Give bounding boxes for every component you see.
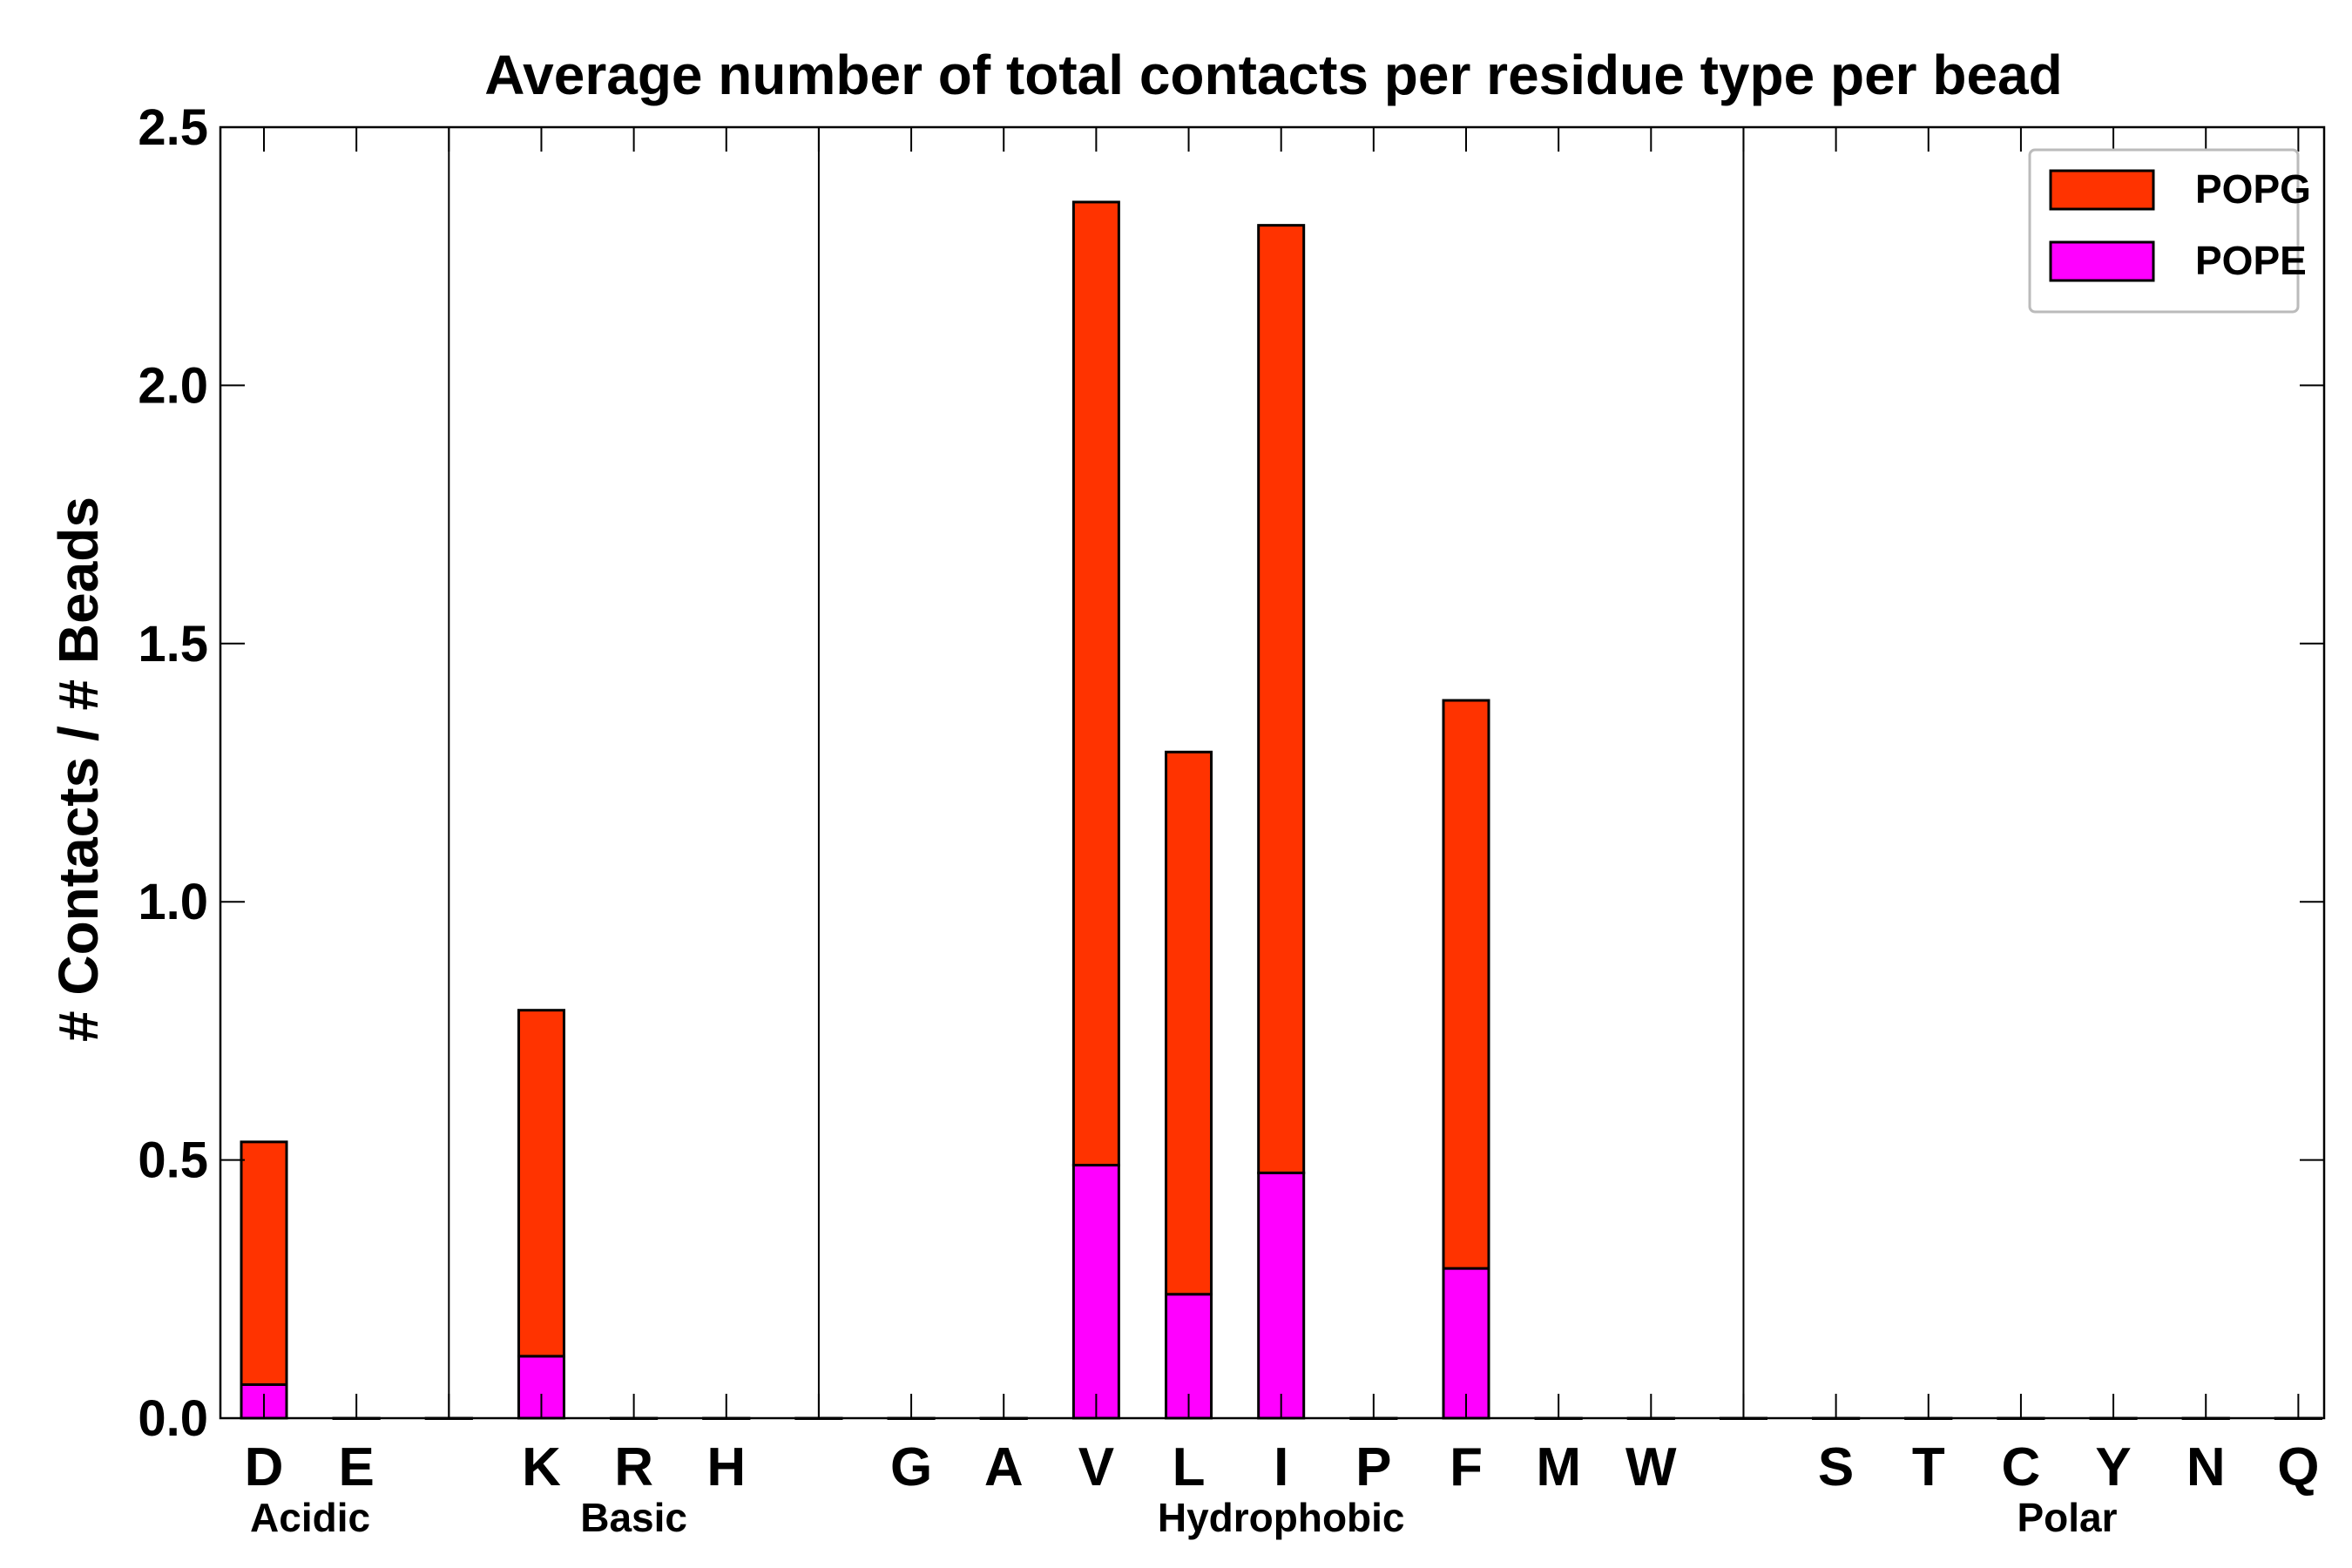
bar-popg-F	[1442, 699, 1490, 1270]
y-axis-label: # Contacts / # Beads	[47, 497, 110, 1042]
x-tick-label-L: L	[1173, 1437, 1206, 1497]
plot-area: 0.0 0.5 1.0 1.5 2.0 2.5 D E K R H G A V L I P F M W S T C Y N Q Ac…	[138, 99, 2326, 1540]
x-tick-label-Q: Q	[2277, 1437, 2319, 1497]
y-tick-label: 1.0	[138, 874, 208, 930]
x-tick-label-G: G	[890, 1437, 932, 1497]
group-label-hydrophobic: Hydrophobic	[1158, 1495, 1405, 1540]
bar-pope-V	[1071, 1164, 1120, 1420]
bar-popg-I	[1257, 224, 1306, 1174]
x-tick-label-V: V	[1078, 1437, 1114, 1497]
group-label-polar: Polar	[2017, 1495, 2117, 1540]
bar-popg-D	[240, 1140, 288, 1386]
x-tick-label-Y: Y	[2095, 1437, 2131, 1497]
x-tick-label-P: P	[1355, 1437, 1391, 1497]
legend-swatch-popg	[2049, 169, 2155, 211]
bar-popg-V	[1071, 200, 1120, 1167]
x-tick-label-N: N	[2186, 1437, 2226, 1497]
y-tick-label: 0.5	[138, 1132, 208, 1189]
x-tick-label-D: D	[245, 1437, 284, 1497]
x-tick-label-W: W	[1625, 1437, 1677, 1497]
x-tick-label-C: C	[2002, 1437, 2041, 1497]
legend-label-pope: POPE	[2195, 238, 2307, 283]
plot-frame	[219, 125, 2326, 1420]
x-tick-label-F: F	[1450, 1437, 1483, 1497]
x-tick-label-H: H	[706, 1437, 746, 1497]
x-tick-label-A: A	[984, 1437, 1024, 1497]
y-tick-label: 1.5	[138, 616, 208, 672]
y-tick-label: 2.0	[138, 357, 208, 414]
x-tick-label-I: I	[1274, 1437, 1288, 1497]
x-tick-label-E: E	[338, 1437, 374, 1497]
x-tick-label-M: M	[1536, 1437, 1581, 1497]
chart-title: Average number of total contacts per res…	[484, 44, 2062, 106]
group-label-acidic: Acidic	[250, 1495, 370, 1540]
bar-popg-K	[517, 1009, 565, 1358]
x-tick-label-K: K	[522, 1437, 561, 1497]
x-tick-label-T: T	[1912, 1437, 1945, 1497]
y-tick-label: 2.5	[138, 99, 208, 156]
group-label-basic: Basic	[580, 1495, 687, 1540]
x-tick-label-S: S	[1818, 1437, 1854, 1497]
legend-swatch-pope	[2049, 240, 2155, 282]
bar-popg-L	[1165, 750, 1213, 1296]
y-tick-label: 0.0	[138, 1390, 208, 1447]
legend-label-popg: POPG	[2195, 166, 2311, 212]
legend: POPG POPE	[2028, 148, 2311, 314]
x-tick-label-R: R	[614, 1437, 653, 1497]
bar-pope-I	[1257, 1171, 1306, 1420]
